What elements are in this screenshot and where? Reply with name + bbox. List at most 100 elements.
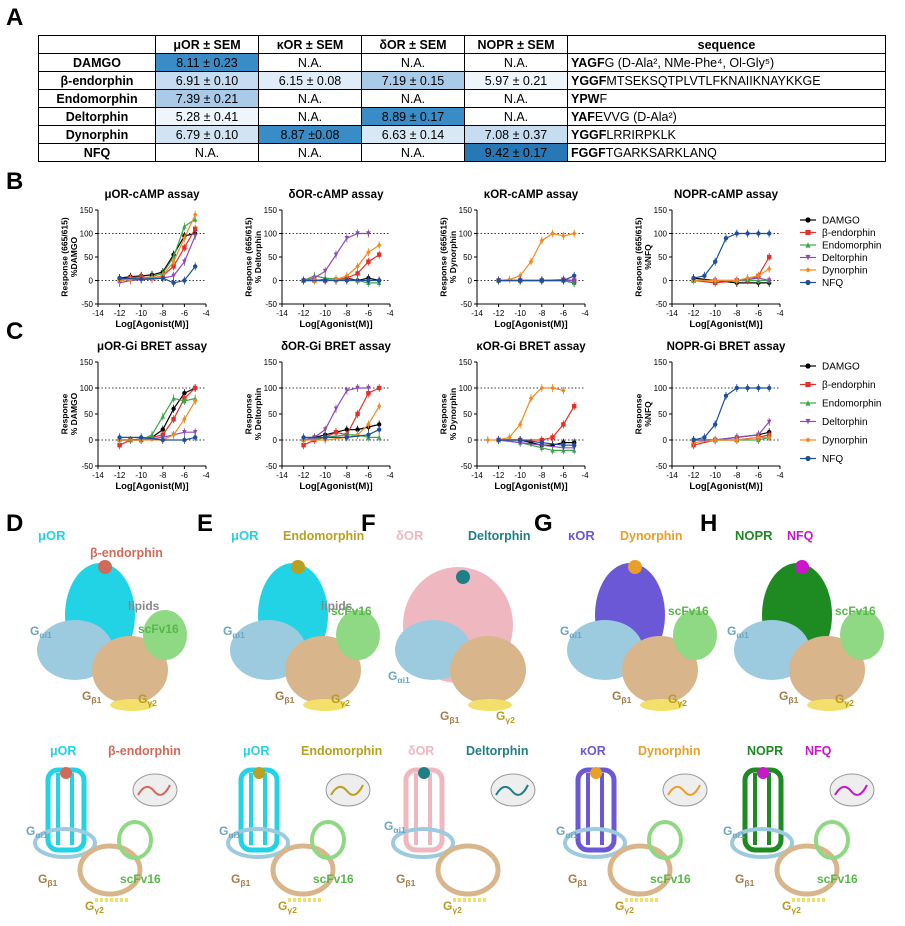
sequence-motif: YAF xyxy=(571,109,595,124)
data-point xyxy=(193,226,198,231)
legend: DAMGO β-endorphin Endomorphin Deltorphin Dyn… xyxy=(800,362,881,465)
y-tick-label: 150 xyxy=(264,206,278,215)
ligand-label: Deltorphin xyxy=(468,529,531,543)
series-line xyxy=(693,387,770,441)
galpha-ribbon xyxy=(563,827,627,859)
chart-title: NOPR-Gi BRET assay xyxy=(667,341,786,353)
potency-cell: N.A. xyxy=(258,107,362,126)
y-axis-label-line: % Deltorphin xyxy=(253,388,263,440)
data-point xyxy=(139,435,144,440)
label-base: G xyxy=(723,824,732,838)
ligand-atoms xyxy=(253,767,265,779)
x-tick-label: -8 xyxy=(159,471,167,480)
data-point xyxy=(344,273,349,279)
data-point xyxy=(323,427,328,433)
y-tick-label: 100 xyxy=(80,230,94,239)
data-point xyxy=(377,278,382,283)
label-subscript: γ2 xyxy=(147,698,157,708)
receptor-label: κOR xyxy=(580,744,606,758)
scfv-label: scFv16 xyxy=(120,872,161,886)
galpha-label: Gαi1 xyxy=(556,824,578,840)
galpha-label: Gαi1 xyxy=(223,624,245,640)
chart: NOPR-Gi BRET assay -50 0 50 100 150 -14 -12 -10 -… xyxy=(633,341,786,492)
series xyxy=(117,433,198,444)
y-tick-label: 0 xyxy=(663,436,668,445)
data-point xyxy=(496,437,501,443)
data-point xyxy=(691,275,696,281)
scfv-label: scFv16 xyxy=(668,604,709,618)
ggamma-density xyxy=(303,699,347,711)
data-point xyxy=(734,385,739,391)
label-base: G xyxy=(443,899,452,913)
data-point xyxy=(561,278,566,283)
x-tick-label: -8 xyxy=(343,309,351,318)
y-tick-label: 100 xyxy=(654,384,668,393)
data-point xyxy=(182,398,187,404)
potency-cell: 8.89 ± 0.17 xyxy=(361,107,465,126)
y-axis-label-line: % DAMGO xyxy=(69,392,79,435)
data-point xyxy=(171,395,176,401)
label-base: G xyxy=(615,899,624,913)
data-point xyxy=(734,437,739,443)
ligand-map-inset xyxy=(325,773,371,807)
potency-cell: 7.08 ± 0.37 xyxy=(464,125,568,144)
data-point xyxy=(333,430,339,435)
ggamma-label: Gγ2 xyxy=(496,709,515,725)
series-line xyxy=(119,400,196,441)
galpha-ribbon xyxy=(33,827,97,859)
x-tick-label: -4 xyxy=(581,309,589,318)
y-tick-label: 50 xyxy=(84,253,93,262)
y-axis-label: Response (665/615)% Dynorphin xyxy=(438,217,457,297)
data-point xyxy=(333,406,339,412)
data-point xyxy=(713,422,718,427)
scfv-density xyxy=(143,610,187,660)
y-tick-label: 150 xyxy=(654,206,668,215)
data-point xyxy=(182,437,187,443)
series-line xyxy=(303,405,380,441)
gbeta-ribbon xyxy=(607,843,673,897)
ggamma-label: Gγ2 xyxy=(331,692,350,708)
y-axis-label-line: %DAMGO xyxy=(69,237,79,278)
label-subscript: αi1 xyxy=(228,830,241,840)
data-point xyxy=(323,268,328,274)
table-row: NFQ N.A. N.A. N.A. 9.42 ± 0.17 FGGFTGARKSARKL… xyxy=(38,143,886,162)
data-point xyxy=(182,430,187,435)
data-point xyxy=(193,212,198,218)
receptor-label: NOPR xyxy=(735,528,773,543)
scfv-ribbon xyxy=(814,820,850,860)
potency-cell: 7.39 ± 0.21 xyxy=(155,89,259,108)
data-point xyxy=(323,278,328,283)
sequence-cell: YAFEVVG (D-Ala²) xyxy=(567,107,886,126)
x-axis-label: Log[Agonist(M)] xyxy=(494,481,567,492)
data-point xyxy=(572,443,577,448)
ligand-stick xyxy=(137,784,171,796)
scfv-label: scFv16 xyxy=(331,604,372,618)
gbeta-label: Gβ1 xyxy=(231,872,251,888)
data-point xyxy=(713,259,718,264)
ligand-map-inset xyxy=(490,773,536,807)
gbeta-label: Gβ1 xyxy=(735,872,755,888)
data-point xyxy=(366,249,371,255)
data-point xyxy=(713,277,718,284)
y-tick-label: 100 xyxy=(80,384,94,393)
data-point xyxy=(572,273,577,278)
potency-cell: N.A. xyxy=(361,143,465,162)
label-base: G xyxy=(727,624,736,638)
gbeta-label: Gβ1 xyxy=(779,689,799,705)
ligand-label: Endomorphin xyxy=(283,529,364,543)
series xyxy=(496,271,577,285)
gbeta-label: Gβ1 xyxy=(440,709,460,725)
y-axis-label-line: %NFQ xyxy=(643,244,653,270)
sequence-rest: EVVG (D-Ala²) xyxy=(594,109,677,124)
data-point xyxy=(550,447,555,453)
ligand-stick xyxy=(667,784,701,796)
label-subscript: αi1 xyxy=(397,675,410,685)
data-point xyxy=(366,432,371,437)
lipids-label: lipids xyxy=(128,599,160,613)
legend-marker xyxy=(805,279,811,286)
series xyxy=(301,425,382,442)
label-base: G xyxy=(26,824,35,838)
series xyxy=(496,436,577,450)
y-tick-label: 0 xyxy=(89,277,94,286)
y-tick-label: 0 xyxy=(468,436,473,445)
